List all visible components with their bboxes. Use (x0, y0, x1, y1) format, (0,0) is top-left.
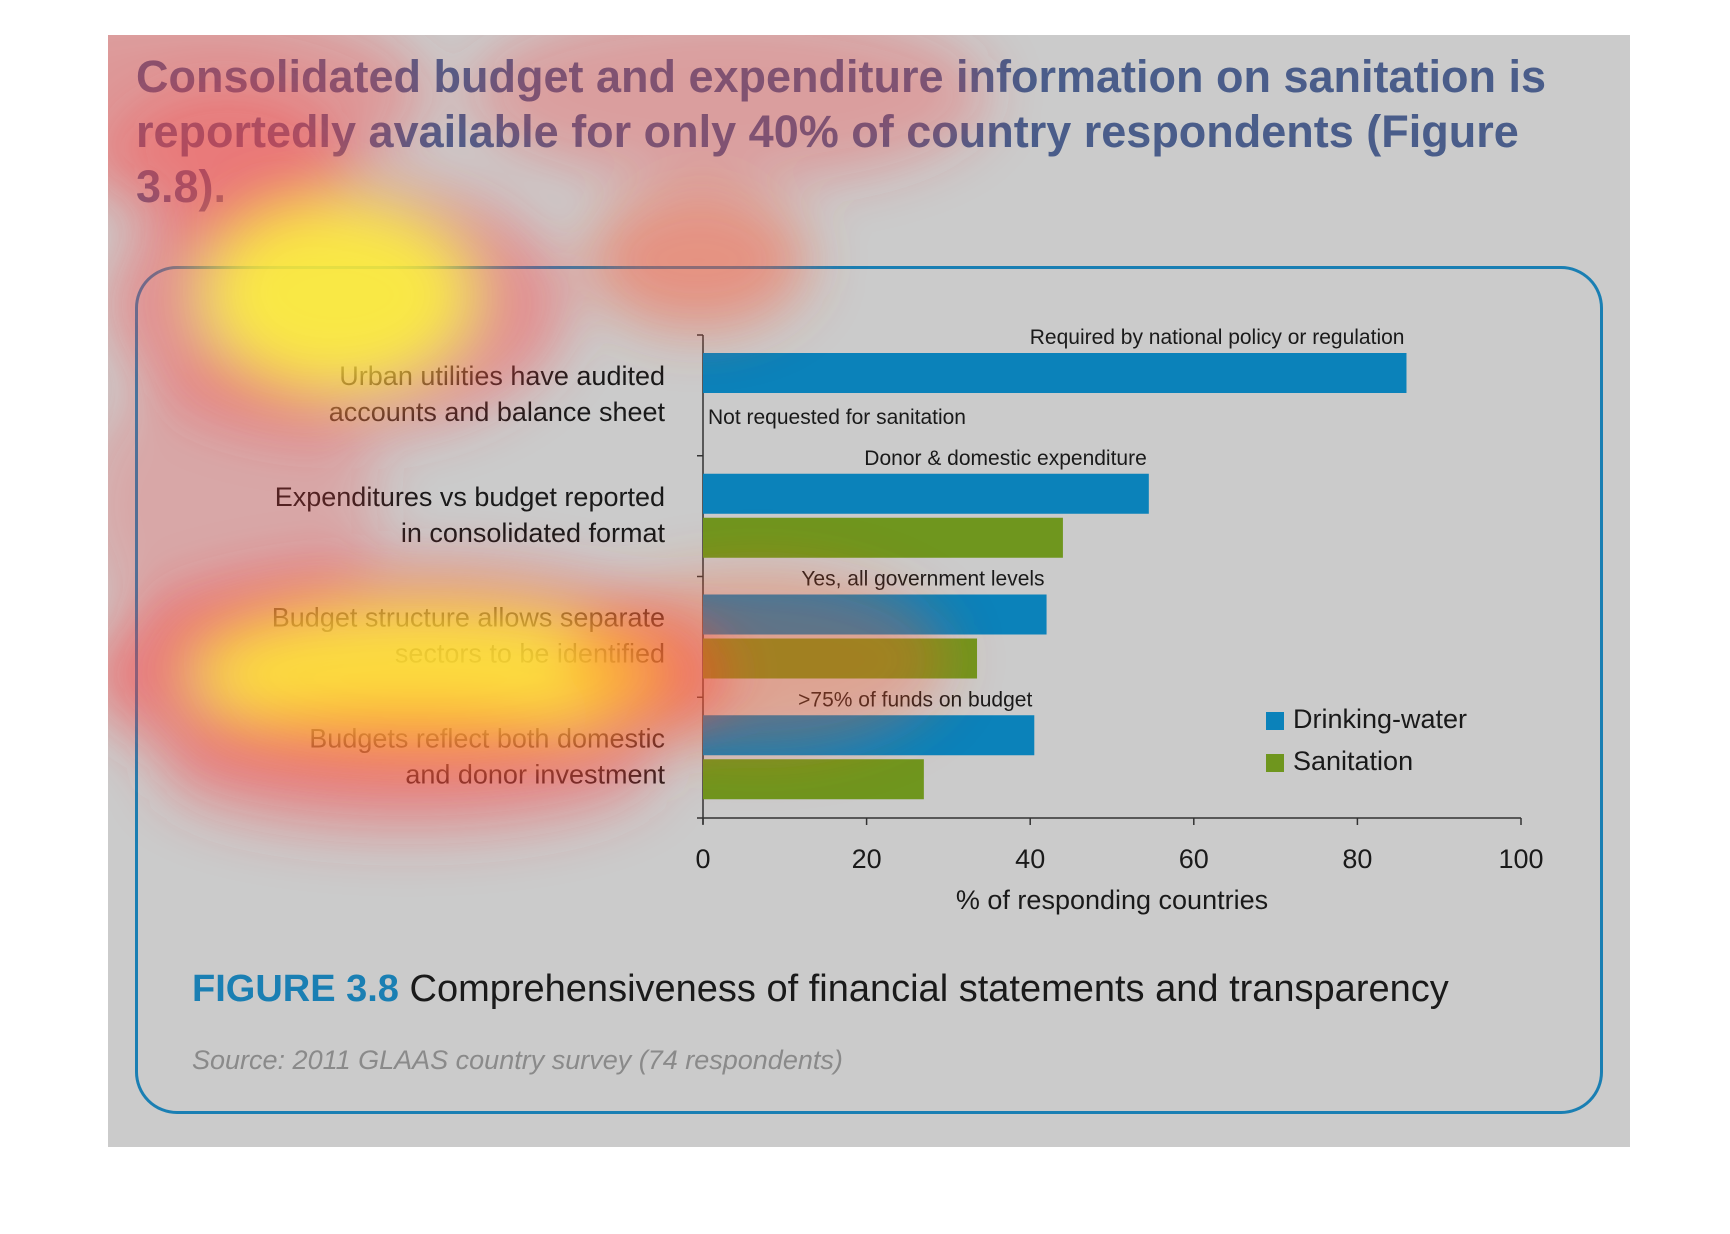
x-tick-label: 0 (695, 844, 710, 874)
bar-sanitation (703, 517, 1063, 558)
slide: Consolidated budget and expenditure info… (108, 35, 1630, 1147)
category-label: accounts and balance sheet (329, 397, 666, 427)
missing-value-note: Not requested for sanitation (708, 406, 966, 429)
bar-annotation: Required by national policy or regulatio… (1030, 326, 1405, 349)
legend-label: Sanitation (1293, 746, 1413, 776)
x-tick-label: 80 (1342, 844, 1372, 874)
x-axis-label: % of responding countries (956, 885, 1268, 915)
category-label: Urban utilities have audited (339, 361, 665, 391)
bar-annotation: >75% of funds on budget (798, 688, 1032, 711)
x-tick-label: 20 (852, 844, 882, 874)
bar-drinking-water (703, 473, 1149, 514)
legend-swatch (1266, 754, 1284, 772)
figure-number: FIGURE 3.8 (192, 968, 399, 1010)
bar-drinking-water (703, 353, 1407, 393)
bar-annotation: Yes, all government levels (801, 568, 1044, 591)
category-label: Budgets reflect both domestic (309, 723, 665, 753)
category-label: sectors to be identified (395, 639, 665, 669)
x-tick-label: 100 (1498, 844, 1543, 874)
x-tick-label: 40 (1015, 844, 1045, 874)
bar-drinking-water (703, 715, 1035, 756)
category-label: in consolidated format (401, 518, 666, 548)
category-label: Budget structure allows separate (272, 603, 665, 633)
x-tick-label: 60 (1179, 844, 1209, 874)
bar-annotation: Donor & domestic expenditure (864, 447, 1147, 470)
legend-swatch (1266, 712, 1284, 730)
category-label: Expenditures vs budget reported (275, 482, 665, 512)
bar-sanitation (703, 759, 924, 800)
figure-source: Source: 2011 GLAAS country survey (74 re… (192, 1045, 843, 1075)
bar-sanitation (703, 638, 978, 679)
figure-caption: FIGURE 3.8 Comprehensiveness of financia… (192, 968, 1449, 1011)
figure-title: Comprehensiveness of financial statement… (398, 968, 1449, 1010)
category-label: and donor investment (405, 759, 665, 789)
legend-label: Drinking-water (1293, 704, 1467, 734)
bar-drinking-water (703, 594, 1047, 635)
